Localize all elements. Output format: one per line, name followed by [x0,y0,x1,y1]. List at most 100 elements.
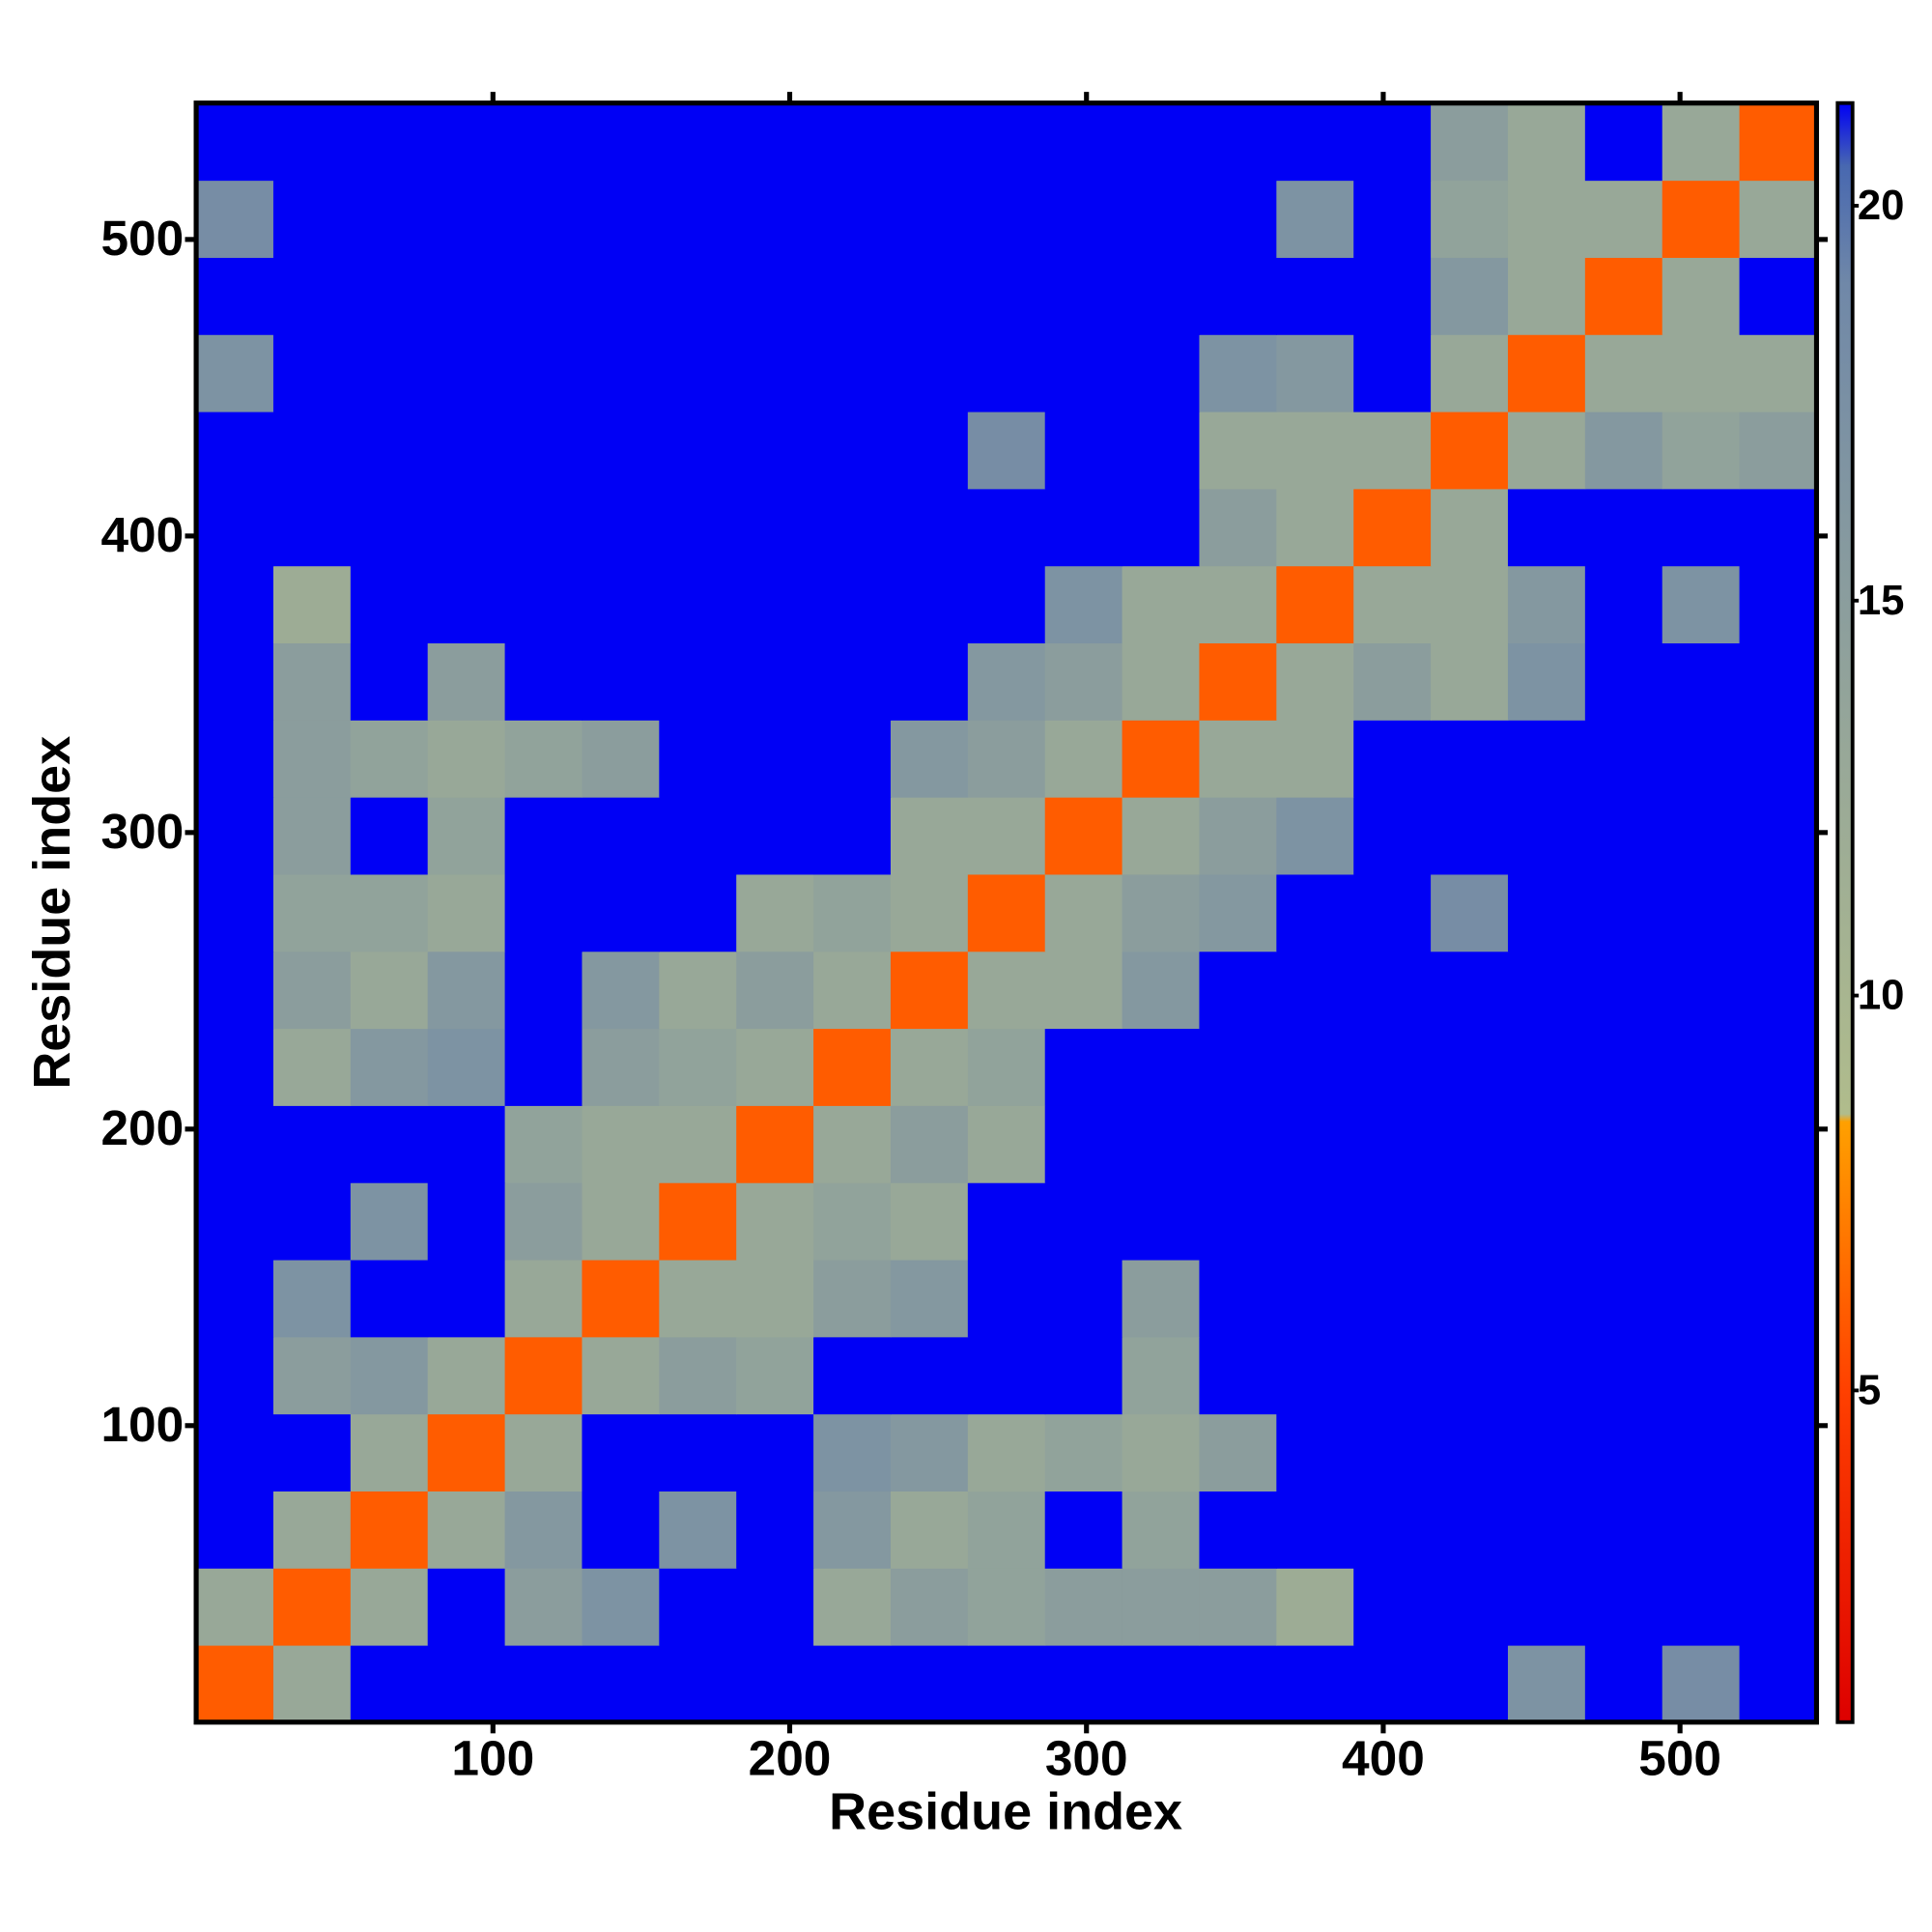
heatmap-cell [890,1028,969,1106]
heatmap-cell [1739,488,1818,567]
heatmap-cell [1739,1491,1818,1569]
heatmap-cell [1044,1491,1123,1569]
heatmap-cell [659,334,737,412]
heatmap-cell [1507,1336,1586,1415]
heatmap-cell [813,1491,892,1569]
heatmap-cell [1739,180,1818,258]
heatmap-cell [659,797,737,875]
heatmap-cell [1044,180,1123,258]
heatmap-cell [504,102,583,182]
x-tick-label: 300 [1045,1729,1128,1785]
heatmap-cell [350,1644,429,1723]
heatmap-cell [196,488,274,567]
heatmap-cell [659,1336,737,1415]
heatmap-cell [967,334,1046,412]
heatmap-cell [659,1491,737,1569]
heatmap-cell [427,565,506,644]
heatmap-cell [967,565,1046,644]
heatmap-cell [1353,565,1432,644]
heatmap-cell [1199,1259,1277,1338]
heatmap-cell [350,334,429,412]
colorbar [1835,100,1855,1724]
heatmap-cell [1199,1105,1277,1183]
heatmap-cell [1584,873,1663,952]
heatmap-cell [967,1336,1046,1415]
heatmap-cell [582,1644,660,1723]
heatmap-cell [272,797,352,875]
heatmap-cell [272,411,352,490]
heatmap-cell [1431,1028,1509,1106]
heatmap-cell [272,1028,352,1106]
heatmap-cell [427,1413,506,1492]
heatmap-cell [1431,1568,1509,1646]
heatmap-cell [1276,1413,1354,1492]
heatmap-cell [1739,1259,1818,1338]
heatmap-cell [196,102,274,182]
heatmap-cell [504,1028,583,1106]
y-tick-label: 500 [100,210,184,266]
heatmap-cell [1507,334,1586,412]
heatmap-cell [196,334,274,412]
heatmap-cell [1122,180,1201,258]
heatmap-cell [813,873,892,952]
heatmap-cell [736,411,814,490]
heatmap-cell [1122,102,1201,182]
heatmap-cell [1353,720,1432,798]
heatmap-cell [813,488,892,567]
heatmap-cell [890,180,969,258]
heatmap-cell [427,411,506,490]
heatmap-cell [1276,1336,1354,1415]
heatmap-cell [1584,1259,1663,1338]
heatmap-cell [1739,720,1818,798]
heatmap-cell [272,102,352,182]
heatmap-cell [1507,642,1586,721]
heatmap-cell [427,720,506,798]
heatmap-cell [813,1336,892,1415]
heatmap-cell [1431,565,1509,644]
heatmap-cell [1739,1028,1818,1106]
heatmap-cell [582,797,660,875]
heatmap-cell [427,642,506,721]
heatmap-cell [1044,257,1123,335]
heatmap-cell [967,642,1046,721]
heatmap-cell [967,873,1046,952]
heatmap-cell [1507,1413,1586,1492]
heatmap-cell [1584,411,1663,490]
heatmap-cell [736,257,814,335]
heatmap-cell [350,1105,429,1183]
heatmap-cell [1662,951,1741,1030]
heatmap-cell [582,411,660,490]
heatmap-cell [736,1413,814,1492]
heatmap-cell [1431,180,1509,258]
heatmap-cell [1507,411,1586,490]
heatmap-cell [1044,642,1123,721]
heatmap-cell [504,1336,583,1415]
heatmap-cell [1431,1336,1509,1415]
heatmap-cell [196,1644,274,1723]
heatmap-cell [659,642,737,721]
heatmap-cell [1044,720,1123,798]
heatmap-cell [813,1028,892,1106]
heatmap-cell [504,720,583,798]
heatmap-cell [1507,257,1586,335]
heatmap-cell [736,1182,814,1261]
heatmap-cell [504,411,583,490]
heatmap-cell [1353,488,1432,567]
heatmap-cell [1353,334,1432,412]
heatmap-cell [1431,411,1509,490]
heatmap-cell [659,488,737,567]
heatmap-cell [890,1105,969,1183]
heatmap-cell [350,642,429,721]
heatmap-cell [813,257,892,335]
heatmap-cell [1353,951,1432,1030]
heatmap-cell [890,1568,969,1646]
heatmap-cell [890,257,969,335]
heatmap-cell [1276,951,1354,1030]
heatmap-cell [659,1644,737,1723]
heatmap-cell [1122,720,1201,798]
heatmap-cell [196,1336,274,1415]
heatmap-cell [1122,873,1201,952]
heatmap-cell [1044,488,1123,567]
heatmap-cell [1276,1028,1354,1106]
